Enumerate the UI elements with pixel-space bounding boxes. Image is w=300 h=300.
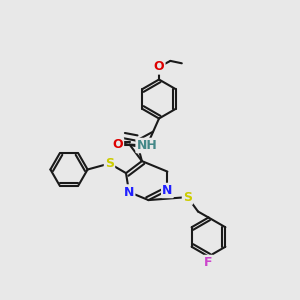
Text: F: F <box>204 256 213 269</box>
Text: O: O <box>112 138 123 151</box>
Text: N: N <box>124 185 134 199</box>
Text: NH: NH <box>136 139 158 152</box>
Text: S: S <box>183 190 192 204</box>
Text: N: N <box>162 184 172 197</box>
Text: O: O <box>154 60 164 74</box>
Text: S: S <box>105 157 114 170</box>
